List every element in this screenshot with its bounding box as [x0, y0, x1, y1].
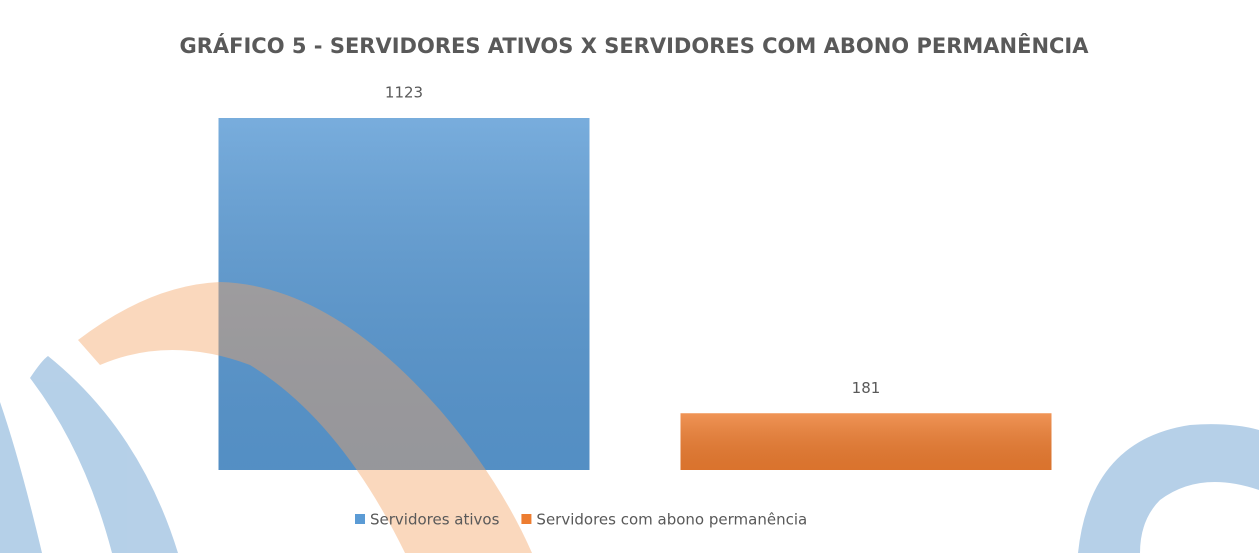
data-label: 1123	[385, 84, 423, 102]
watermark-blue	[0, 356, 1259, 553]
legend-swatch	[355, 514, 365, 524]
bar-shade	[680, 413, 1052, 470]
data-label: 181	[852, 379, 881, 397]
chart-title: GRÁFICO 5 - SERVIDORES ATIVOS X SERVIDOR…	[179, 33, 1089, 58]
plot-area: 1123 181	[218, 84, 1052, 470]
legend-swatch	[521, 514, 532, 524]
bar-shade	[218, 118, 590, 470]
legend-label: Servidores ativos	[370, 511, 500, 529]
legend-label: Servidores com abono permanência	[536, 511, 807, 529]
watermark-orange	[78, 282, 532, 553]
legend: Servidores ativos Servidores com abono pe…	[355, 511, 807, 529]
